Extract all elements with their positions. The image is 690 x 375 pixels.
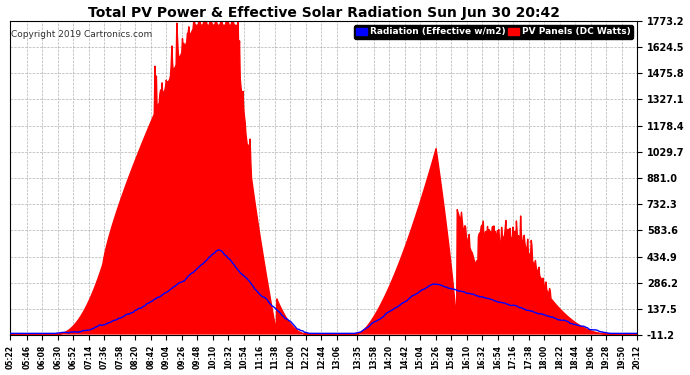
Text: Copyright 2019 Cartronics.com: Copyright 2019 Cartronics.com bbox=[11, 30, 152, 39]
Title: Total PV Power & Effective Solar Radiation Sun Jun 30 20:42: Total PV Power & Effective Solar Radiati… bbox=[88, 6, 560, 20]
Legend: Radiation (Effective w/m2), PV Panels (DC Watts): Radiation (Effective w/m2), PV Panels (D… bbox=[354, 25, 633, 39]
